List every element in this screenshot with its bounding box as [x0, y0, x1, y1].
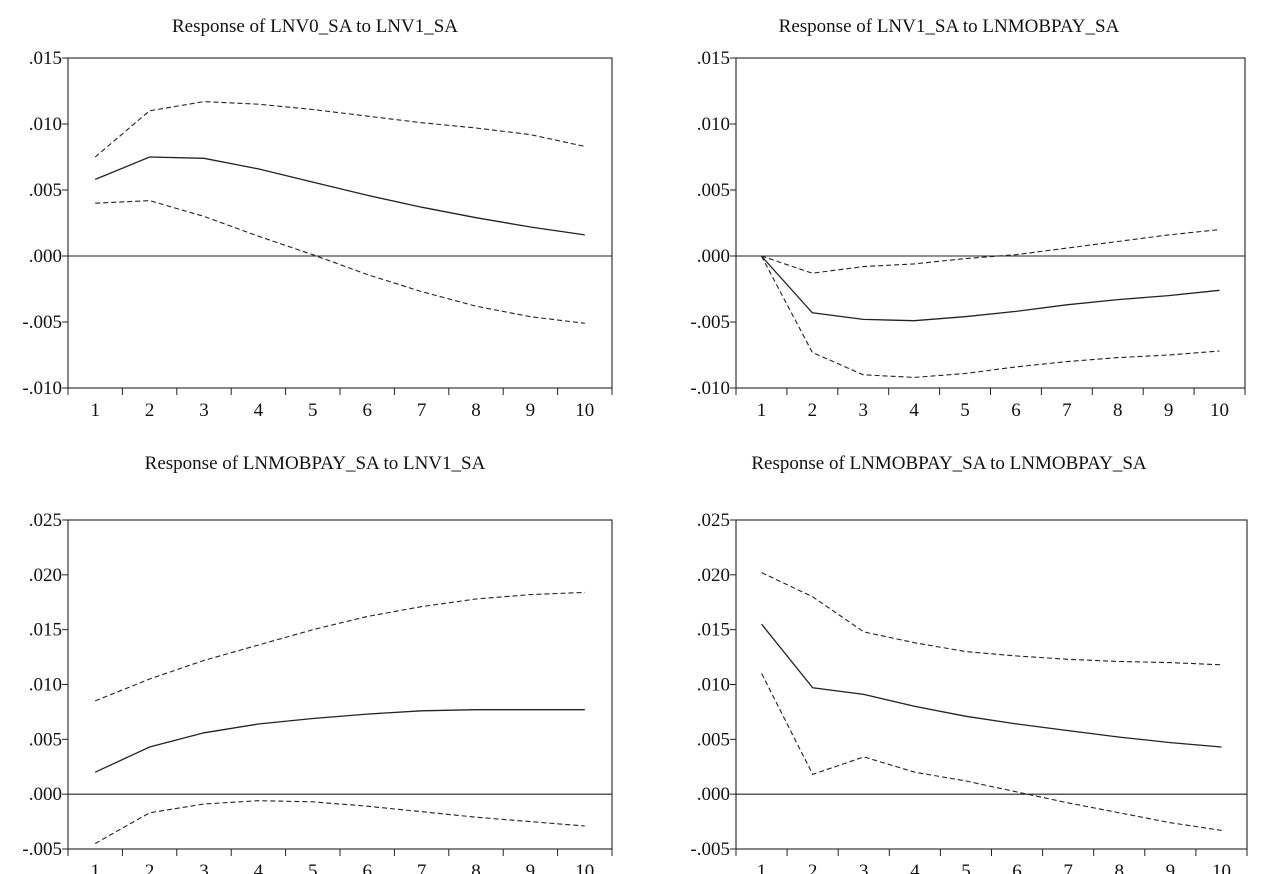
x-tick-label: 4 [909, 400, 919, 421]
y-tick-label: -.005 [22, 312, 62, 333]
y-tick-label: -.005 [690, 839, 730, 860]
x-tick-label: 2 [808, 400, 818, 421]
x-tick-label: 8 [1115, 861, 1125, 874]
x-tick-label: 9 [1164, 400, 1174, 421]
response-line [94, 709, 585, 773]
x-tick-label: 9 [1166, 861, 1176, 874]
y-tick-label: .005 [29, 180, 62, 201]
confidence-band-line [95, 200, 585, 324]
confidence-band-line [761, 229, 1220, 274]
x-tick-label: 6 [362, 400, 372, 421]
x-tick-label: 1 [90, 861, 100, 874]
confidence-band-line [761, 673, 1222, 831]
y-tick-label: .020 [697, 565, 730, 586]
y-tick-label: .025 [697, 510, 730, 531]
x-tick-label: 3 [859, 400, 869, 421]
chart-title: Response of LNV0_SA to LNV1_SA [171, 16, 459, 37]
x-tick-label: 1 [757, 861, 767, 874]
x-tick-label: 1 [757, 400, 767, 421]
y-tick-label: .015 [29, 48, 62, 69]
confidence-band-line [94, 800, 585, 844]
chart-panel: Response of LNV0_SA to LNV1_SA .015 .010.… [0, 0, 630, 437]
y-tick-label: .020 [29, 565, 62, 586]
x-tick-label: 5 [961, 861, 971, 874]
y-tick-label: .025 [29, 510, 62, 531]
y-tick-label: .015 [697, 48, 730, 69]
y-tick-label: -.005 [22, 839, 62, 860]
x-tick-label: 10 [1212, 861, 1231, 874]
confidence-band-line [761, 572, 1222, 666]
plot-frame [735, 57, 1246, 389]
chart-panel: Response of LNMOBPAY_SA to LNMOBPAY_SA .… [633, 437, 1265, 874]
y-tick-label: .015 [697, 620, 730, 641]
y-tick-label: .015 [29, 620, 62, 641]
x-tick-label: 2 [145, 861, 155, 874]
chart-panel: Response of LNMOBPAY_SA to LNV1_SA .025.… [0, 437, 630, 874]
x-tick-label: 6 [362, 861, 372, 874]
y-tick-label: .010 [697, 675, 730, 696]
y-tick-label: .000 [697, 784, 730, 805]
x-tick-label: 3 [199, 861, 209, 874]
confidence-band-line [760, 255, 1220, 378]
x-tick-label: 2 [808, 861, 818, 874]
x-tick-label: 8 [471, 861, 481, 874]
response-line [760, 255, 1220, 322]
chart-plot: .025 .020 .015 .010 .005 .000 -.005 1 2 3 4 5 6 7 8 9 10 [22, 510, 613, 874]
y-tick-label: .000 [29, 784, 62, 805]
y-tick-label: .010 [29, 114, 62, 135]
chart-title: Response of LNV1_SA to LNMOBPAY_SA [778, 16, 1120, 37]
x-tick-label: 9 [526, 400, 536, 421]
x-tick-label: 8 [471, 400, 481, 421]
x-tick-label: 3 [199, 400, 209, 421]
y-tick-label: -.010 [690, 378, 730, 399]
chart-panel: Response of LNV1_SA to LNMOBPAY_SA .015.… [633, 0, 1265, 437]
plot-frame [67, 57, 613, 389]
x-tick-label: 7 [417, 861, 427, 874]
y-tick-label: .010 [697, 114, 730, 135]
y-tick-label: -.005 [690, 312, 730, 333]
response-line [761, 623, 1222, 748]
y-tick-label: .010 [29, 675, 62, 696]
x-tick-label: 5 [960, 400, 970, 421]
x-tick-label: 4 [254, 861, 264, 874]
x-tick-label: 7 [1063, 861, 1073, 874]
x-tick-label: 6 [1012, 861, 1022, 874]
y-tick-label: .005 [29, 729, 62, 750]
chart-title: Response of LNMOBPAY_SA to LNV1_SA [144, 453, 486, 474]
y-tick-label: .005 [697, 180, 730, 201]
x-tick-label: 4 [254, 400, 264, 421]
x-tick-label: 6 [1011, 400, 1021, 421]
y-tick-label: -.010 [22, 378, 62, 399]
x-tick-label: 8 [1113, 400, 1123, 421]
x-tick-label: 7 [1062, 400, 1072, 421]
x-tick-label: 10 [575, 400, 594, 421]
chart-plot: .025 .020 .015 .010 .005 .000 -.005 1 2 3 4 5 6 7 8 9 10 [690, 510, 1248, 874]
chart-plot: .015 .010 .005 .000 -.005 -.010 1 2 3 4 5 6 7 8 9 10 [690, 48, 1246, 421]
plot-frame [735, 519, 1248, 850]
chart-plot: .015 .010 .005 .000 -.005 -.010 1 2 3 4 5 6 7 8 9 10 [22, 48, 613, 421]
x-tick-label: 9 [526, 861, 536, 874]
x-tick-label: 10 [575, 861, 594, 874]
x-tick-label: 5 [308, 861, 318, 874]
x-tick-label: 2 [145, 400, 155, 421]
y-tick-label: .000 [697, 246, 730, 267]
x-tick-label: 5 [308, 400, 318, 421]
y-tick-label: .000 [29, 246, 62, 267]
y-tick-label: .005 [697, 729, 730, 750]
x-tick-label: 10 [1210, 400, 1229, 421]
x-tick-label: 1 [90, 400, 100, 421]
confidence-band-line [94, 101, 585, 158]
x-tick-label: 7 [417, 400, 427, 421]
x-tick-label: 4 [910, 861, 920, 874]
plot-frame [67, 519, 613, 850]
confidence-band-line [94, 591, 585, 702]
chart-title: Response of LNMOBPAY_SA to LNMOBPAY_SA [751, 453, 1147, 474]
x-tick-label: 3 [859, 861, 869, 874]
response-line [94, 156, 585, 236]
